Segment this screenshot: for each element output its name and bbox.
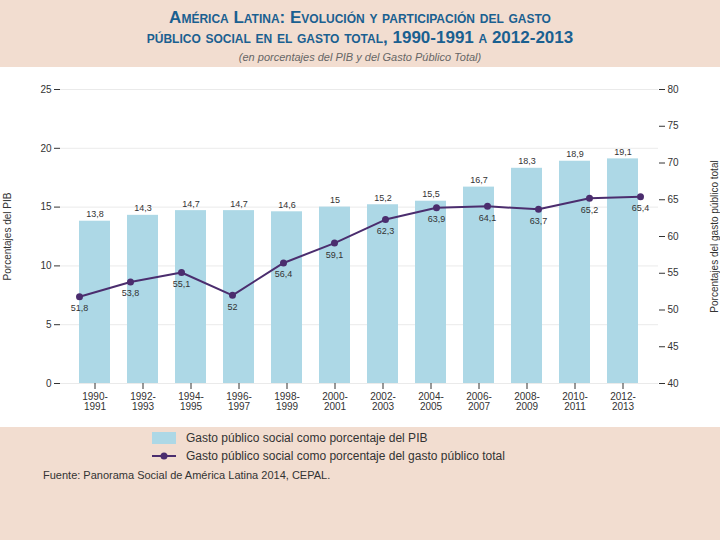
svg-text:70: 70 (668, 157, 680, 168)
svg-text:2010-2011: 2010-2011 (562, 390, 588, 411)
svg-text:55: 55 (668, 267, 680, 278)
svg-text:0: 0 (46, 377, 52, 388)
svg-text:63,9: 63,9 (428, 214, 446, 224)
svg-text:15,2: 15,2 (374, 193, 392, 203)
html-text:(en porcentajes del PIB y del: (en porcentajes del PIB y del Gasto Públ… (238, 50, 482, 63)
html-text:Gasto público social como porc: Gasto público social como porcentaje del… (186, 448, 505, 463)
svg-text:15,5: 15,5 (422, 189, 440, 199)
svg-text:14,7: 14,7 (230, 198, 248, 208)
html-text:Gasto público social como porc: Gasto público social como porcentaje del… (186, 430, 428, 445)
svg-text:1996-1997: 1996-1997 (226, 390, 252, 411)
svg-text:16,7: 16,7 (470, 175, 488, 185)
svg-text:2006-2007: 2006-2007 (466, 390, 492, 411)
svg-text:20: 20 (40, 142, 52, 153)
svg-text:65,2: 65,2 (581, 204, 599, 214)
svg-text:2012-2013: 2012-2013 (610, 390, 636, 411)
svg-text:2008-2009: 2008-2009 (514, 390, 540, 411)
svg-text:18,9: 18,9 (566, 149, 584, 159)
svg-text:53,8: 53,8 (122, 288, 140, 298)
svg-text:25: 25 (40, 83, 52, 94)
svg-text:56,4: 56,4 (275, 269, 293, 279)
svg-text:10: 10 (40, 260, 52, 271)
svg-text:14,3: 14,3 (134, 203, 152, 213)
svg-text:55,1: 55,1 (173, 279, 191, 289)
svg-text:14,7: 14,7 (182, 198, 200, 208)
svg-text:1992-1993: 1992-1993 (130, 390, 156, 411)
svg-text:80: 80 (668, 83, 680, 94)
svg-text:13,8: 13,8 (86, 209, 104, 219)
svg-text:65: 65 (668, 194, 680, 205)
svg-text:45: 45 (668, 341, 680, 352)
svg-text:14,6: 14,6 (278, 200, 296, 210)
svg-text:59,1: 59,1 (326, 249, 344, 259)
svg-text:1994-1995: 1994-1995 (178, 390, 204, 411)
svg-text:5: 5 (46, 319, 52, 330)
svg-text:15: 15 (40, 201, 52, 212)
svg-text:18,3: 18,3 (518, 156, 536, 166)
svg-text:2000-2001: 2000-2001 (322, 390, 348, 411)
svg-text:19,1: 19,1 (614, 147, 632, 157)
svg-text:63,7: 63,7 (530, 215, 548, 225)
svg-text:Porcentajes del gasto público: Porcentajes del gasto público total (709, 160, 720, 312)
svg-text:51,8: 51,8 (71, 303, 89, 313)
svg-text:64,1: 64,1 (479, 213, 497, 223)
svg-text:60: 60 (668, 230, 680, 241)
svg-text:65,4: 65,4 (632, 203, 650, 213)
svg-text:1998-1999: 1998-1999 (274, 390, 300, 411)
svg-text:15: 15 (330, 195, 340, 205)
svg-text:Porcentajes del PIB: Porcentajes del PIB (2, 192, 13, 280)
html-text:América Latina: Evolución y pa: América Latina: Evolución y participació… (146, 8, 574, 48)
svg-text:52: 52 (227, 301, 237, 311)
svg-text:75: 75 (668, 120, 680, 131)
svg-text:2004-2005: 2004-2005 (418, 390, 444, 411)
svg-text:40: 40 (668, 377, 680, 388)
html-text:Fuente: Panorama Social de Amé: Fuente: Panorama Social de América Latin… (43, 468, 331, 481)
svg-text:2002-2003: 2002-2003 (370, 390, 396, 411)
svg-text:50: 50 (668, 304, 680, 315)
svg-text:1990-1991: 1990-1991 (82, 390, 108, 411)
svg-text:62,3: 62,3 (377, 226, 395, 236)
